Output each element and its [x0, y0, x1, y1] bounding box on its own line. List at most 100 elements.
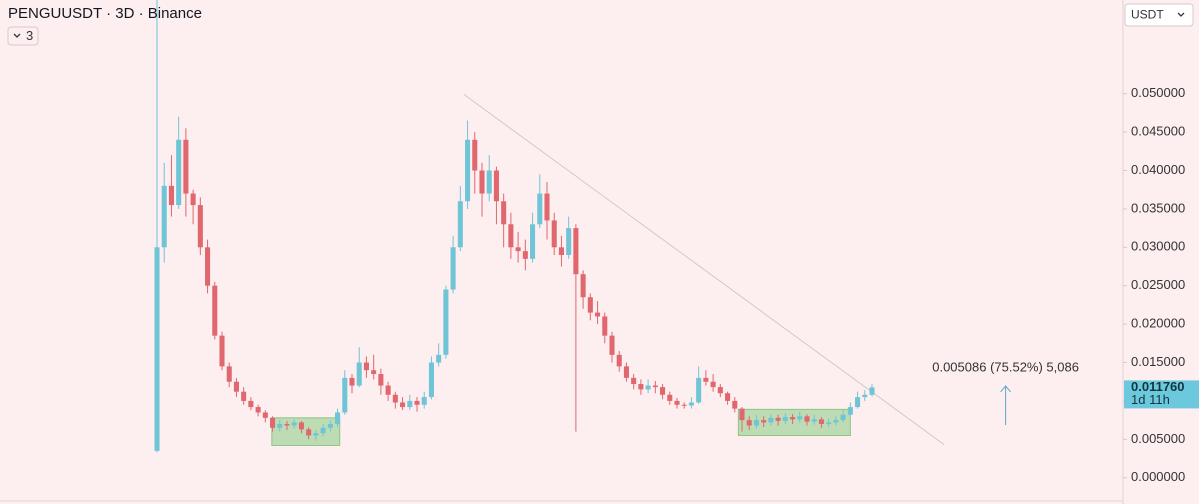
candle-body	[537, 193, 543, 225]
y-tick-label: 0.005000	[1131, 431, 1185, 446]
countdown-label: 1d 11h	[1131, 392, 1170, 407]
candle-body	[544, 193, 550, 221]
candle-body	[681, 404, 687, 406]
candle-body	[335, 412, 341, 424]
candle-body	[183, 139, 189, 194]
candle-body	[421, 397, 427, 405]
candle-body	[609, 335, 615, 355]
candle-body	[660, 387, 666, 395]
y-tick-label: 0.050000	[1131, 85, 1185, 100]
candle-body	[197, 205, 203, 248]
candle-body	[797, 416, 803, 420]
candle-body	[349, 377, 355, 386]
candle-body	[761, 420, 767, 423]
candle-body	[645, 385, 651, 390]
candle-body	[688, 402, 694, 406]
candle-body	[696, 377, 702, 403]
y-tick-label: 0.045000	[1131, 124, 1185, 139]
candle-body	[818, 419, 824, 424]
candle-body	[739, 408, 745, 421]
candle-body	[566, 228, 572, 255]
candle-body	[407, 400, 413, 408]
candle-body	[327, 423, 333, 428]
candle-body	[768, 417, 774, 423]
candle-body	[262, 412, 268, 418]
candle-body	[233, 381, 239, 392]
candle-body	[703, 377, 709, 382]
candle-body	[168, 185, 174, 206]
candle-body	[428, 362, 434, 398]
candle-body	[855, 397, 861, 408]
y-tick-label: 0.020000	[1131, 316, 1185, 331]
candle-body	[176, 139, 182, 206]
candle-body	[493, 170, 499, 202]
candle-body	[587, 297, 593, 313]
candle-body	[248, 400, 254, 408]
candle-body	[551, 220, 557, 248]
candle-body	[479, 170, 485, 194]
trendline	[463, 94, 945, 446]
y-tick-label: 0.025000	[1131, 277, 1185, 292]
y-tick-label: 0.030000	[1131, 239, 1185, 254]
candle-body	[298, 422, 304, 430]
candle-body	[400, 402, 406, 408]
candle-body	[356, 362, 362, 386]
candle-body	[826, 422, 832, 424]
y-tick-label: 0.035000	[1131, 200, 1185, 215]
candle-body	[255, 407, 261, 413]
interval-badge-label: 3	[26, 28, 33, 43]
measure-arrowhead	[1000, 385, 1011, 393]
currency-dropdown[interactable]	[1124, 3, 1194, 27]
candle-body	[291, 422, 297, 426]
candle-body	[212, 285, 218, 336]
candle-body	[306, 429, 312, 436]
y-tick-label: 0.000000	[1131, 469, 1185, 484]
candle-body	[580, 274, 586, 298]
candle-body	[573, 228, 579, 275]
candle-body	[674, 400, 680, 405]
candle-body	[205, 247, 211, 286]
candle-body	[436, 354, 442, 363]
badge-chevron	[13, 33, 21, 38]
candle-body	[508, 224, 514, 248]
candle-body	[414, 400, 420, 405]
candle-body	[457, 201, 463, 248]
candle-body	[804, 416, 810, 422]
candle-body	[241, 391, 247, 401]
dropdown-chevron	[1177, 12, 1185, 17]
last-price-label: 0.011760	[1131, 379, 1185, 394]
candle-body	[443, 289, 449, 355]
candle-body	[378, 374, 384, 386]
candle-body	[623, 366, 629, 378]
candle-body	[190, 193, 196, 206]
candle-body	[320, 427, 326, 434]
candle-body	[558, 247, 564, 255]
candle-body	[595, 312, 601, 317]
candle-body	[472, 139, 478, 171]
candle-body	[501, 201, 507, 225]
candle-body	[154, 247, 160, 451]
candle-body	[515, 247, 521, 252]
candle-body	[277, 423, 283, 428]
candle-body	[725, 393, 731, 401]
candle-body	[840, 414, 846, 421]
candle-body	[862, 394, 868, 398]
chart-title: PENGUUSDT · 3D · Binance	[8, 5, 202, 22]
candle-body	[450, 247, 456, 290]
candle-body	[717, 387, 723, 394]
candle-body	[284, 423, 290, 426]
interval-badge[interactable]	[7, 26, 39, 46]
candle-body	[530, 224, 536, 259]
candle-body	[371, 370, 377, 375]
plot	[154, 0, 1011, 453]
candle-body	[313, 433, 319, 436]
candle-body	[616, 354, 622, 367]
candle-body	[782, 417, 788, 421]
last-price-box	[1124, 380, 1199, 409]
candle-body	[638, 384, 644, 390]
candle-body	[161, 185, 167, 248]
candle-body	[710, 381, 716, 388]
